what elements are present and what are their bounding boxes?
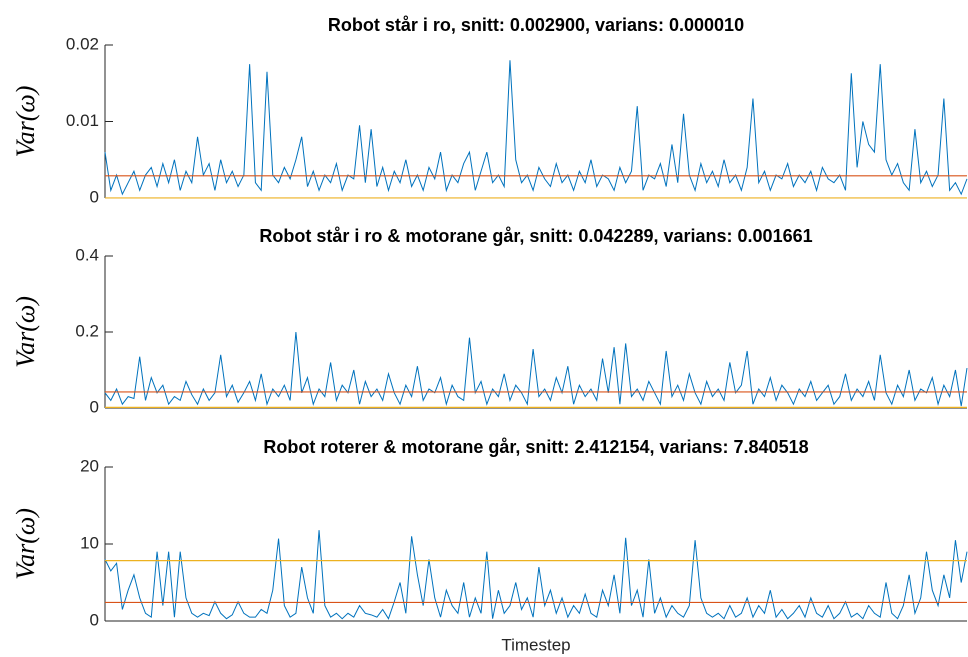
y-axis-label: Var(ω) <box>11 296 40 368</box>
y-tick-label: 0 <box>90 397 99 416</box>
y-axis-label: Var(ω) <box>11 86 40 158</box>
y-tick-label: 10 <box>80 533 99 552</box>
y-tick-label: 0 <box>90 610 99 629</box>
subplot-title: Robot roterer & motorane går, snitt: 2.4… <box>263 437 808 457</box>
x-axis-label: Timestep <box>501 635 570 654</box>
y-tick-label: 0.4 <box>75 245 99 264</box>
data-line <box>104 60 968 196</box>
y-axis-label: Var(ω) <box>11 508 40 580</box>
data-line <box>104 331 968 407</box>
data-line <box>104 530 968 620</box>
y-tick-label: 0.01 <box>66 111 99 130</box>
y-tick-label: 0 <box>90 187 99 206</box>
y-tick-label: 0.02 <box>66 34 99 53</box>
y-tick-label: 20 <box>80 456 99 475</box>
subplot-title: Robot står i ro, snitt: 0.002900, varian… <box>328 15 744 35</box>
y-tick-label: 0.2 <box>75 321 99 340</box>
subplot-title: Robot står i ro & motorane går, snitt: 0… <box>259 226 812 246</box>
